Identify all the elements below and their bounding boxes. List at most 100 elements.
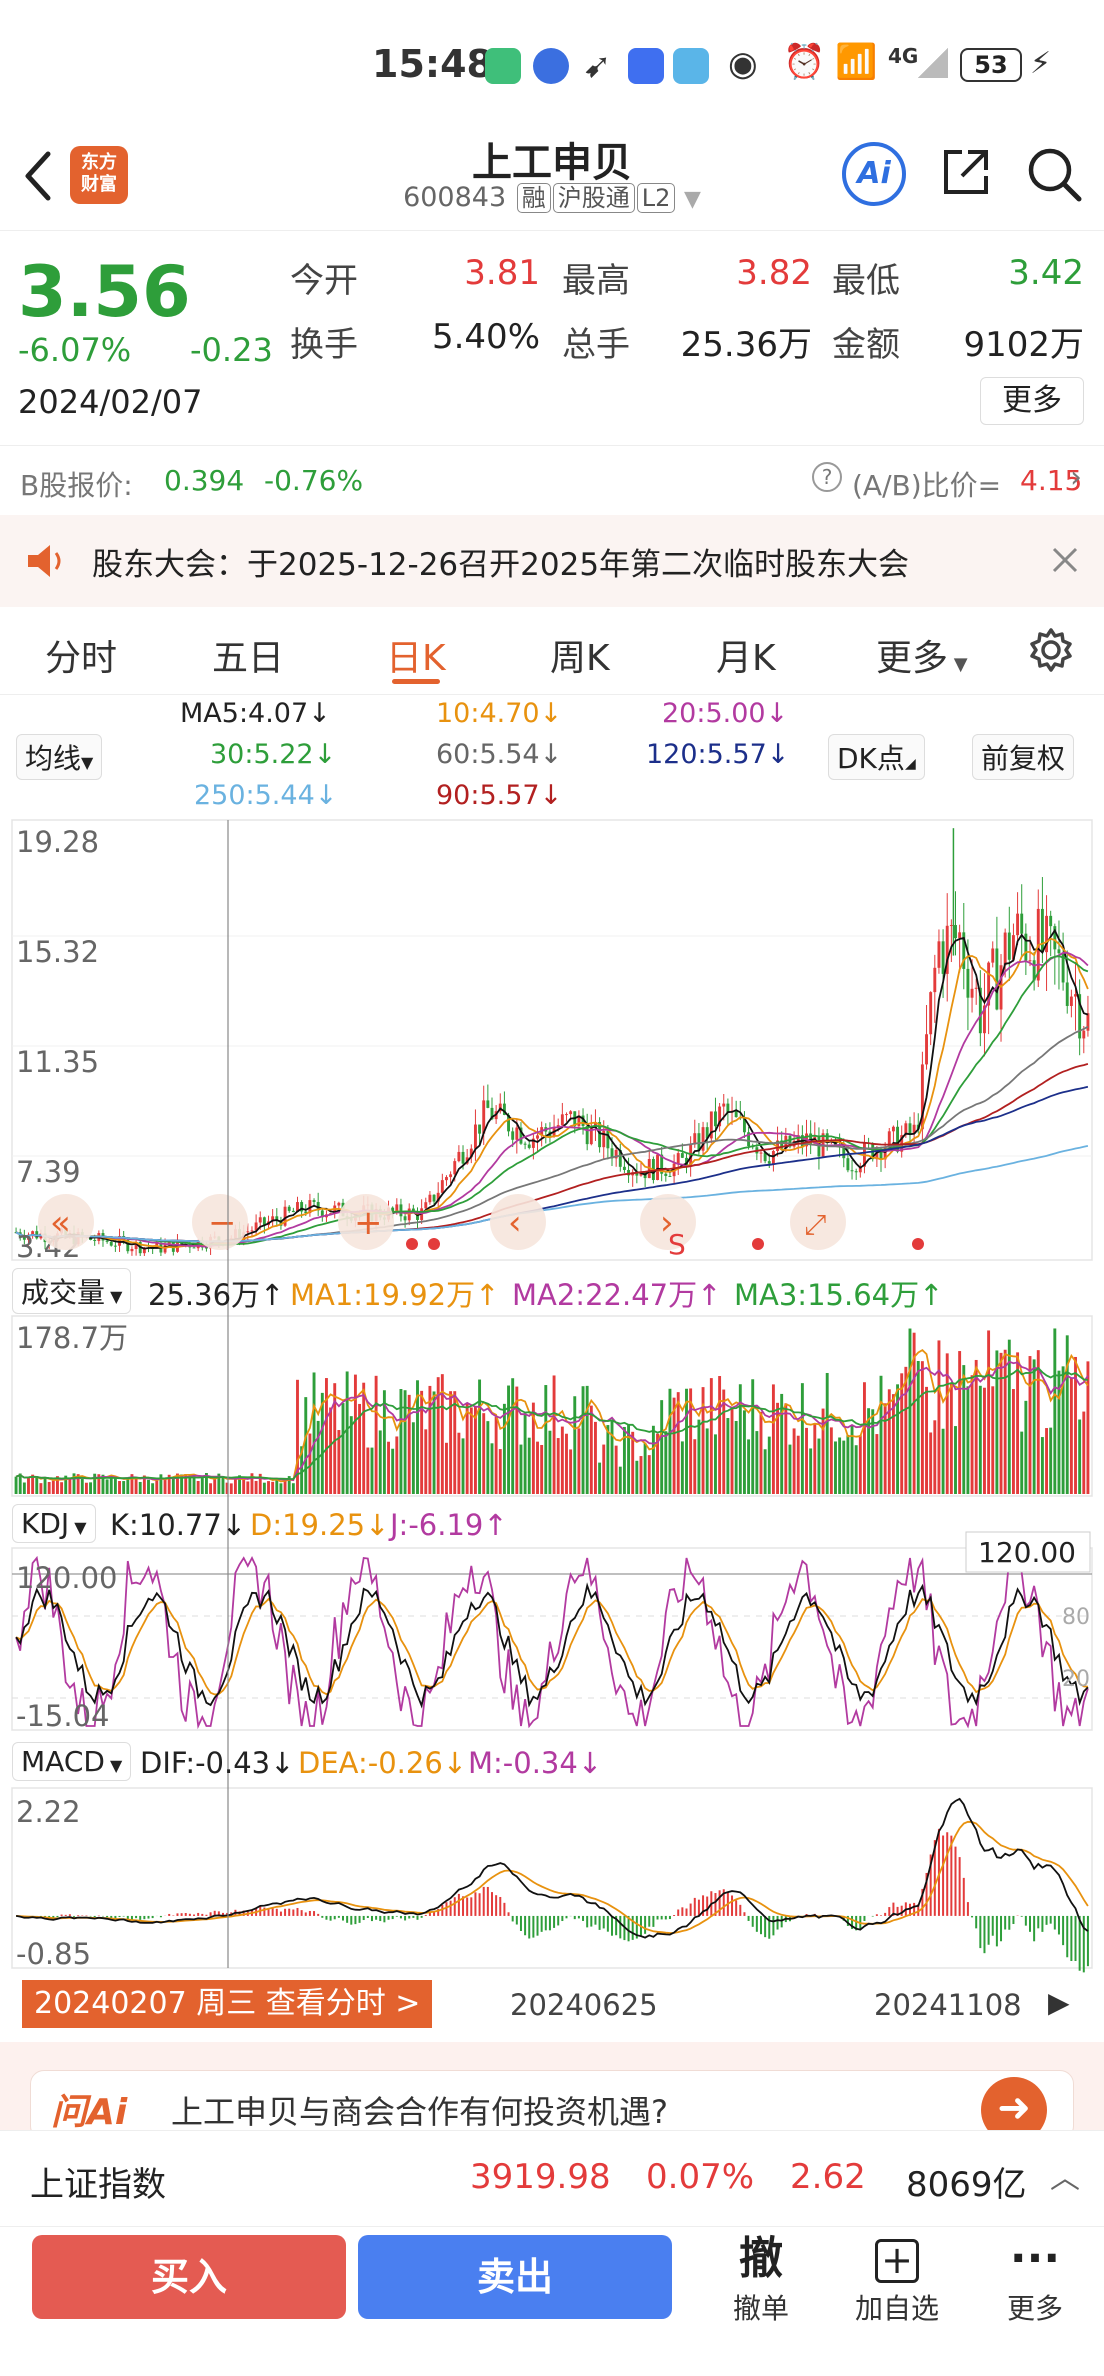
fullscreen-button[interactable]: ⤢ [790, 1194, 846, 1250]
volume-bar [155, 1480, 159, 1494]
volume-bar [622, 1426, 626, 1494]
tab-intraday[interactable]: 分时 [45, 638, 118, 679]
candle-body [635, 1172, 639, 1176]
quote-more-button[interactable]: 更多 [980, 377, 1084, 425]
macd-selector-label: MACD [21, 1745, 105, 1778]
candle-body [1078, 994, 1082, 1039]
kline-panel-frame [11, 819, 1093, 1261]
volume-bar [858, 1435, 862, 1494]
tab-daily-k[interactable]: 日K [386, 638, 446, 679]
candle-body [337, 1202, 341, 1206]
caret-down-icon: ▼ [105, 1287, 123, 1306]
kdj-selector[interactable]: KDJ ▼ [12, 1504, 96, 1543]
cancel-order-button[interactable]: 撤 撤单 [706, 2231, 816, 2327]
volume-bar [329, 1407, 333, 1494]
ma30-line [15, 955, 1089, 1246]
sell-button[interactable]: 卖出 [358, 2235, 672, 2319]
speaker-icon [28, 545, 61, 577]
buy-button[interactable]: 买入 [32, 2235, 346, 2319]
add-watchlist-button[interactable]: + 加自选 [842, 2231, 952, 2327]
play-icon[interactable]: ▶ [1048, 1986, 1070, 2019]
volume-bar [39, 1483, 43, 1494]
volume-bar [358, 1403, 362, 1494]
ma30-value: 30:5.22↓ [210, 739, 337, 770]
volume-selector[interactable]: 成交量 ▼ [12, 1268, 132, 1314]
candle-body [523, 1143, 527, 1145]
candle-body [1032, 960, 1036, 981]
volume-bar [846, 1434, 850, 1494]
more-button[interactable]: ··· 更多 [980, 2231, 1090, 2327]
volume-bar [14, 1476, 18, 1494]
candle-body [1040, 908, 1044, 953]
candle-body [502, 1103, 506, 1115]
margin-tag: 融 [516, 183, 551, 213]
volume-bar [672, 1397, 676, 1494]
volume-bar [411, 1422, 415, 1494]
zoom-out-button[interactable]: − [192, 1194, 248, 1250]
candle-body [883, 1147, 887, 1160]
index-ticker[interactable]: 上证指数 3919.98 0.07% 2.62 8069亿 ︿ [0, 2130, 1104, 2226]
search-icon[interactable] [1024, 144, 1084, 204]
adjust-mode-button[interactable]: 前复权 [972, 734, 1075, 780]
index-value: 3919.98 [470, 2157, 611, 2197]
candle-body [763, 1152, 767, 1162]
tab-more-label: 更多 [876, 638, 949, 679]
settings-gear-icon[interactable] [1028, 627, 1074, 673]
volume-bar [705, 1428, 709, 1494]
volume-bar [577, 1428, 581, 1494]
tab-weekly-k[interactable]: 周K [550, 638, 610, 679]
tab-more[interactable]: 更多 ▼ [876, 629, 968, 681]
candle-body [937, 941, 941, 968]
candle-body [585, 1126, 589, 1145]
candle-body [978, 987, 982, 1034]
volume-bar [225, 1482, 229, 1494]
volume-bar [18, 1473, 22, 1494]
battery-level: 53 [974, 51, 1008, 79]
volume-bar [271, 1481, 275, 1494]
scroll-left-fast-button[interactable]: « [38, 1194, 94, 1250]
kdj-lines [15, 1555, 1089, 1730]
volume-bar [610, 1420, 614, 1494]
tab-monthly-k[interactable]: 月K [716, 638, 776, 679]
volume-bar [469, 1407, 473, 1494]
candle-body [1074, 994, 1077, 997]
volume-bar [163, 1478, 167, 1494]
volume-bar [93, 1473, 97, 1494]
notice-banner[interactable]: 股东大会：于2025-12-26召开2025年第二次临时股东大会 [0, 515, 1104, 607]
scroll-left-button[interactable]: ‹ [490, 1194, 546, 1250]
volume-bar [867, 1408, 871, 1494]
volume-bar [473, 1406, 477, 1494]
chevron-up-icon[interactable]: ︿ [1050, 2161, 1080, 2196]
trade-markers: S [406, 1228, 924, 1261]
scroll-right-button[interactable]: › [640, 1194, 696, 1250]
candle-body [676, 1153, 680, 1164]
zoom-in-button[interactable]: + [338, 1194, 394, 1250]
share-icon[interactable] [938, 144, 994, 200]
back-chevron-icon[interactable] [18, 148, 58, 204]
kline-chart-area[interactable]: 19.28 15.32 11.35 7.39 3.42 « − + ‹ › ⤢ … [0, 818, 1104, 1988]
ai-button[interactable]: Ai [842, 142, 906, 206]
tab-five-day[interactable]: 五日 [212, 638, 285, 679]
candle-body [1020, 913, 1024, 934]
candle-body [991, 948, 995, 963]
volume-bar [209, 1483, 213, 1494]
volume-bar [805, 1427, 808, 1494]
ma-selector[interactable]: 均线▼ [16, 734, 103, 780]
b-share-label: B股报价: [20, 469, 133, 502]
volume-bar [904, 1366, 908, 1494]
dk-point-button[interactable]: DK点◢ [828, 734, 925, 780]
candle-body [962, 932, 966, 969]
volume-bar [742, 1410, 746, 1494]
close-icon[interactable] [1050, 545, 1080, 575]
candle-body [817, 1136, 821, 1157]
volume-bar [416, 1380, 419, 1494]
dropdown-triangle-icon[interactable]: ▼ [683, 187, 701, 212]
help-icon[interactable]: ? [812, 462, 842, 492]
volume-bar [1057, 1370, 1061, 1494]
volume-bar [498, 1449, 502, 1494]
b-share-row[interactable]: B股报价: 0.394 -0.76% ? (A/B)比价= 4.15 › [0, 445, 1104, 515]
ai-question-banner[interactable]: 问Ai 上工申贝与商会合作有何投资机遇? ➜ [0, 2042, 1104, 2143]
cursor-date-tip[interactable]: 20240207 周三 查看分时 > [22, 1980, 433, 2028]
volume-bar [552, 1375, 556, 1494]
macd-selector[interactable]: MACD ▼ [12, 1742, 132, 1781]
